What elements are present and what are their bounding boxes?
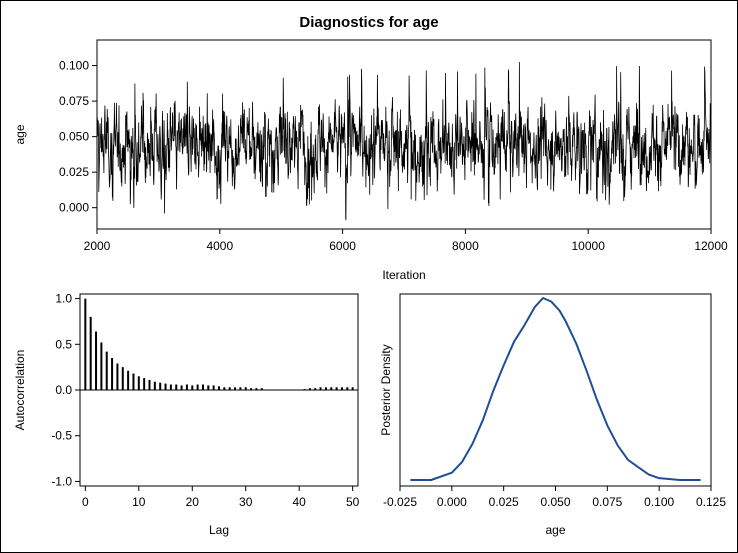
trace-panel: 2000 4000 6000 8000 10000 12000 0.000 0.025 0.05… xyxy=(13,39,728,282)
density-y-axis-label: Posterior Density xyxy=(379,344,393,435)
acf-x-axis-label: Lag xyxy=(209,523,229,537)
acf-y-axis-label: Autocorrelation xyxy=(13,350,27,431)
density-x-tick-label: 0.000 xyxy=(437,495,467,509)
trace-x-tick-label: 2000 xyxy=(84,239,111,253)
trace-x-axis-label: Iteration xyxy=(382,268,425,282)
trace-x-tick-label: 12000 xyxy=(694,239,728,253)
density-x-tick-label: 0.125 xyxy=(696,495,726,509)
acf-x-tick-label: 10 xyxy=(132,495,146,509)
trace-y-tick-label: 0.075 xyxy=(59,94,89,108)
density-x-tick-label: 0.100 xyxy=(644,495,674,509)
acf-y-tick-label: -1.0 xyxy=(51,474,72,488)
trace-y-axis-label: age xyxy=(13,124,27,144)
trace-y-tick-label: 0.000 xyxy=(59,201,89,215)
autocorrelation-panel: 0 10 20 30 40 50 -1.0 -0.5 0.0 0.5 1.0 Lag Autocorre… xyxy=(13,292,360,537)
density-x-axis-label: age xyxy=(545,523,565,537)
acf-y-tick-label: 0.0 xyxy=(55,383,72,397)
trace-x-tick-label: 6000 xyxy=(329,239,356,253)
trace-y-tick-label: 0.050 xyxy=(59,130,89,144)
acf-x-tick-label: 50 xyxy=(346,495,360,509)
acf-y-tick-label: 0.5 xyxy=(55,337,72,351)
trace-x-tick-label: 10000 xyxy=(572,239,606,253)
acf-x-tick-label: 40 xyxy=(293,495,307,509)
trace-y-tick-label: 0.025 xyxy=(59,165,89,179)
trace-line xyxy=(96,61,712,221)
chart-title: Diagnostics for age xyxy=(299,14,439,31)
density-x-tick-label: 0.025 xyxy=(489,495,519,509)
acf-x-tick-label: 0 xyxy=(82,495,89,509)
trace-plot-area xyxy=(96,39,712,230)
trace-x-tick-label: 4000 xyxy=(206,239,233,253)
acf-x-tick-label: 20 xyxy=(186,495,200,509)
density-x-tick-label: 0.075 xyxy=(592,495,622,509)
trace-x-tick-label: 8000 xyxy=(452,239,479,253)
density-panel: -0.025 0.000 0.025 0.050 0.075 0.100 0.125 age P… xyxy=(379,293,726,537)
density-plot-area xyxy=(399,293,712,487)
acf-x-tick-label: 30 xyxy=(239,495,253,509)
trace-y-tick-label: 0.100 xyxy=(59,59,89,73)
acf-y-tick-label: -0.5 xyxy=(51,429,72,443)
acf-y-tick-label: 1.0 xyxy=(55,292,72,306)
density-curve xyxy=(410,297,701,481)
density-x-tick-label: -0.025 xyxy=(383,495,417,509)
density-x-tick-label: 0.050 xyxy=(540,495,570,509)
